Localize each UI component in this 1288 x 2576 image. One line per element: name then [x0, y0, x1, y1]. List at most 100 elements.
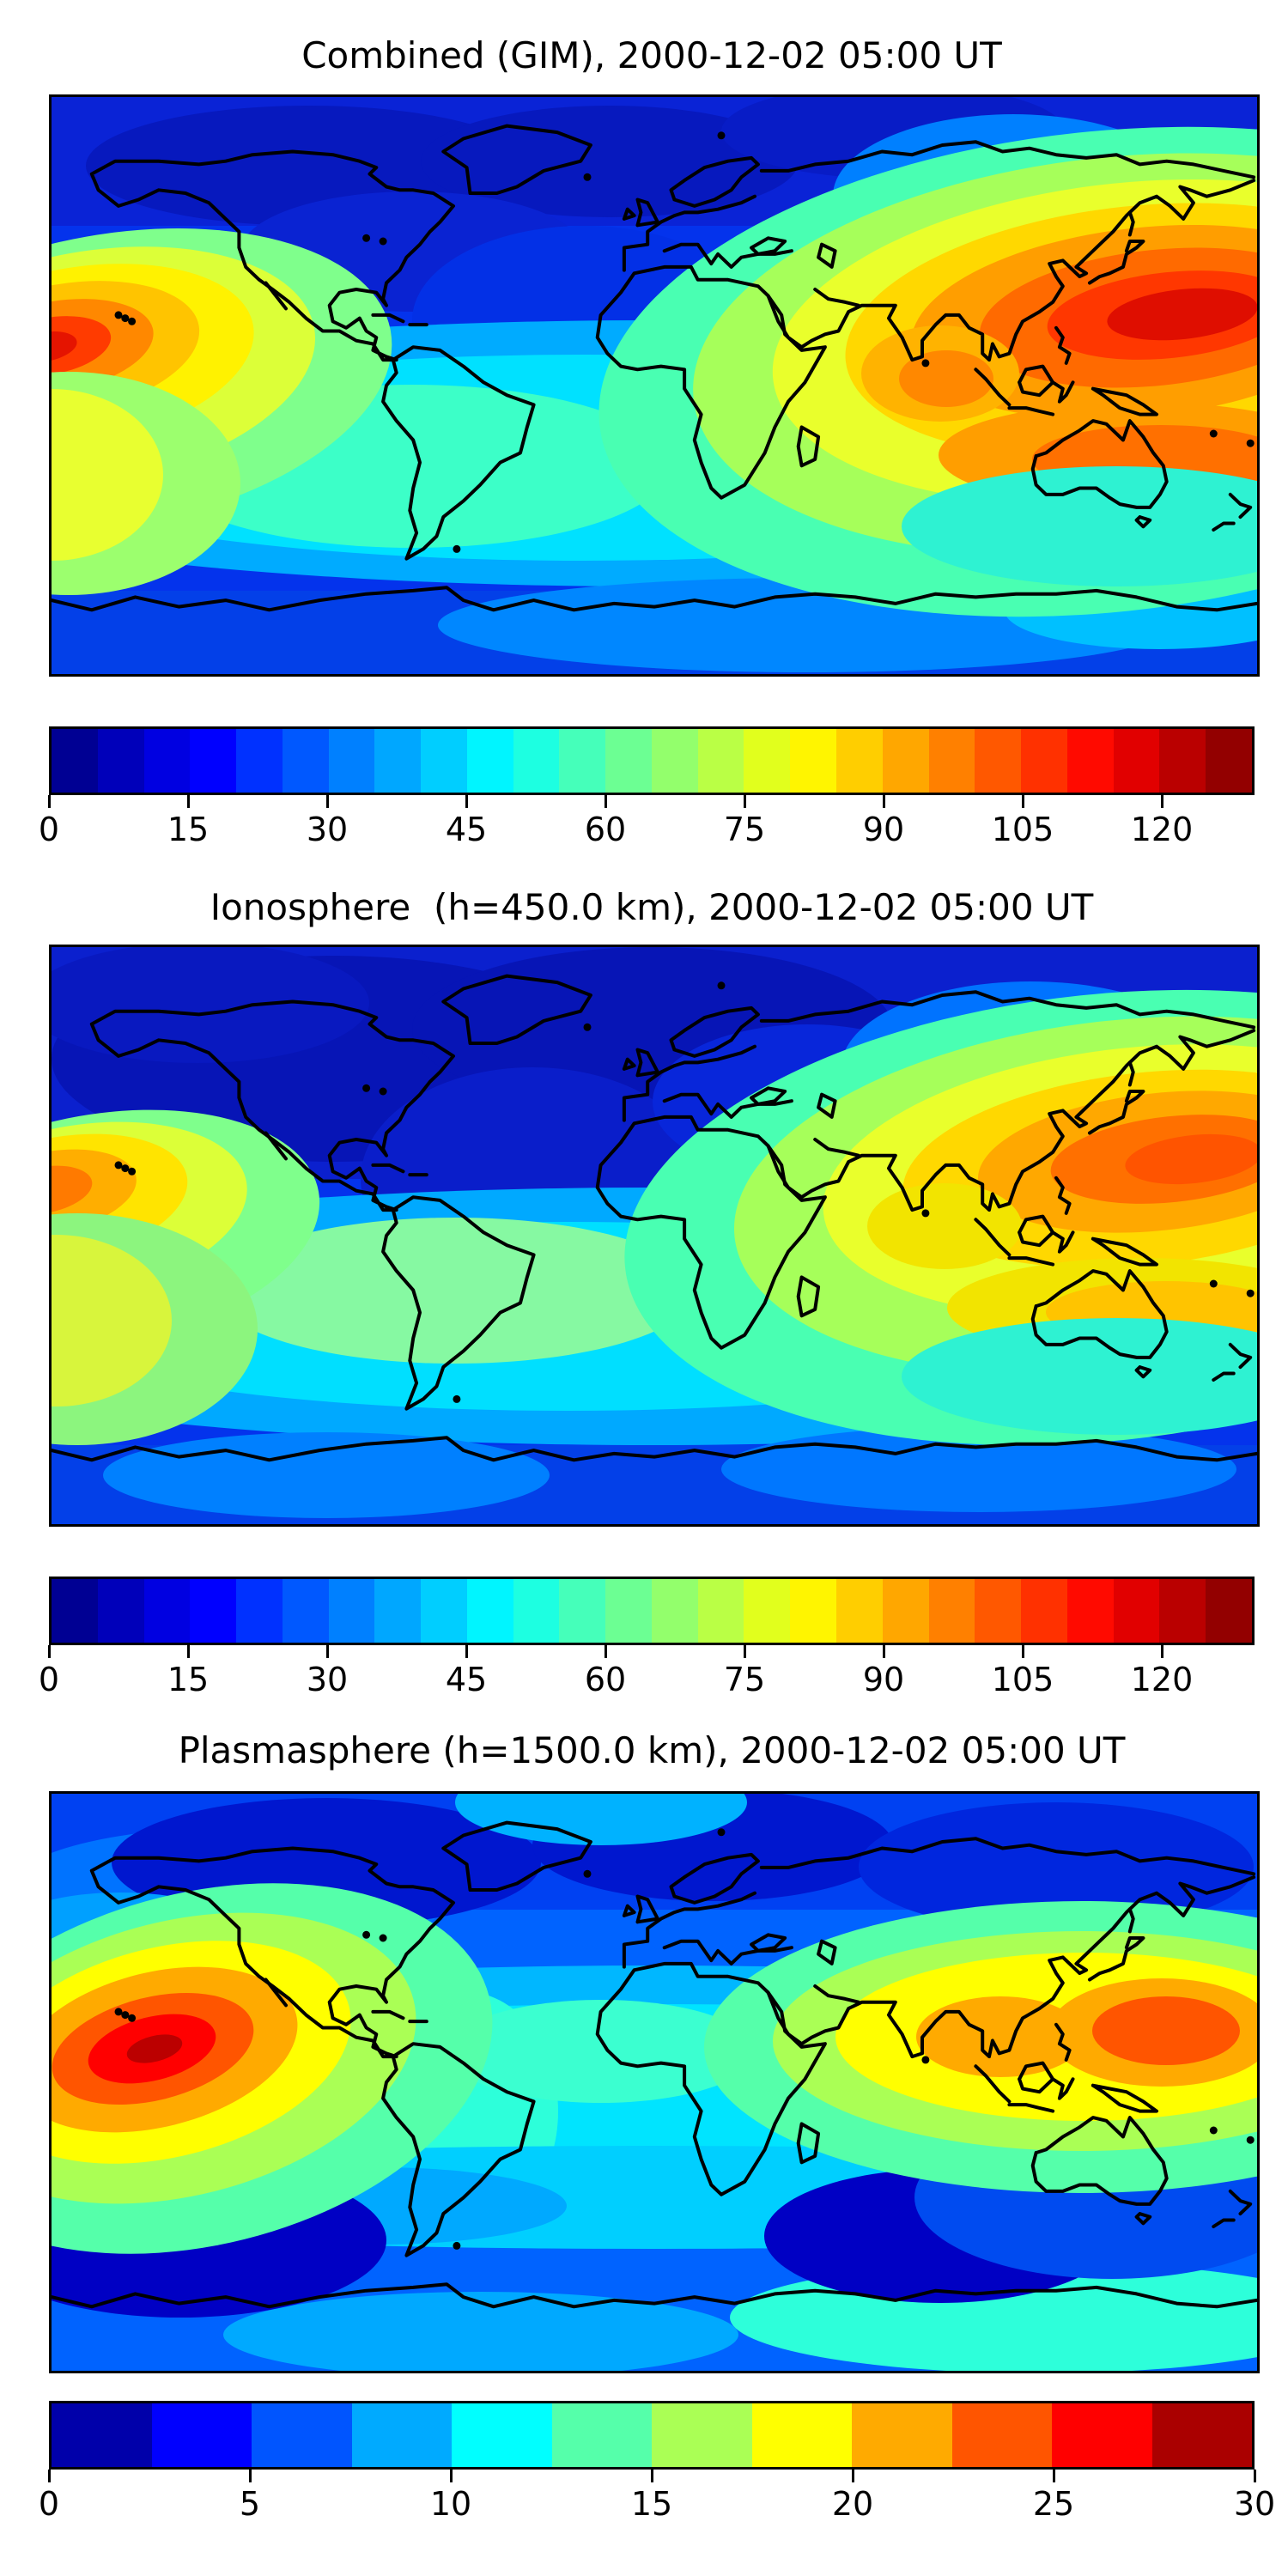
contour-band [421, 106, 799, 217]
island-dot [453, 2241, 461, 2250]
coastline-path [371, 313, 405, 324]
coastline-path [52, 2282, 1257, 2309]
coastline-path [1212, 2218, 1236, 2228]
coastline-path [1228, 2189, 1253, 2216]
contour-band [52, 1235, 172, 1406]
colorbar-segment [751, 2403, 852, 2467]
world-contour-map-combined [52, 97, 1257, 674]
colorbar-segment [252, 2403, 352, 2467]
colorbar-segment [282, 729, 329, 793]
colorbar-tick-label: 105 [991, 1661, 1054, 1698]
colorbar-tick-label: 90 [862, 1661, 905, 1698]
island-dot [128, 317, 137, 325]
coastline-path [1088, 1090, 1145, 1135]
colorbar-tick [1052, 2470, 1055, 2482]
colorbar-segment [421, 729, 467, 793]
coastline-path [1127, 210, 1135, 237]
coastline-path [759, 140, 1256, 179]
world-contour-map-plasmasphere [52, 1794, 1257, 2371]
coastline-path [1030, 1269, 1169, 1359]
colorbar-tick-label: 0 [38, 1661, 60, 1698]
colorbar-segment [1113, 729, 1160, 793]
island-dot [1209, 429, 1218, 438]
coastline-path [750, 236, 787, 256]
coastline-path [1054, 325, 1072, 365]
island-dot [453, 544, 461, 553]
island-dot [717, 131, 726, 140]
coastline-path [796, 425, 821, 468]
island-dot [1246, 1289, 1255, 1297]
colorbar-tick-label: 120 [1130, 1661, 1194, 1698]
colorbar-tick-label: 75 [723, 811, 766, 848]
panel1-map [49, 94, 1260, 677]
coastline-path [813, 1984, 860, 2004]
coastline-path [1030, 419, 1169, 509]
coastline-path [796, 2122, 821, 2165]
coastline-path [595, 264, 827, 500]
colorbar-segment [882, 1579, 929, 1643]
coastline-path [441, 974, 592, 1045]
colorbar-tick-label: 60 [584, 1661, 627, 1698]
colorbar-segment [744, 1579, 791, 1643]
island-dot [114, 311, 123, 319]
coastline-path [1228, 1342, 1253, 1370]
coastline-path [817, 242, 837, 269]
coastline-path [817, 1092, 837, 1119]
colorbar-segment [697, 1579, 744, 1643]
colorbar-segment [328, 1579, 375, 1643]
island-dot [453, 1394, 461, 1403]
colorbar-tick-label: 25 [1032, 2485, 1075, 2523]
colorbar-segment [1151, 2403, 1252, 2467]
island-dot [121, 314, 130, 323]
coastline-path [974, 1218, 1012, 1257]
coastline-path [595, 1115, 827, 1350]
panel2-colorbar [49, 1577, 1255, 1645]
coastline-path [974, 2064, 1012, 2104]
contour-band [455, 1794, 747, 1845]
colorbar-tick [743, 1645, 746, 1658]
colorbar-tick [47, 795, 51, 808]
island-dot [128, 1167, 137, 1176]
island-dot [717, 981, 726, 990]
colorbar-segment [52, 729, 98, 793]
colorbar-segment [97, 729, 144, 793]
colorbar-segment [374, 729, 422, 793]
coastline-path [1127, 1060, 1135, 1087]
island-dot [921, 2056, 930, 2064]
colorbar-segment [143, 729, 191, 793]
colorbar-tick-label: 15 [630, 2485, 673, 2523]
coastline-path [635, 197, 659, 228]
coastline-path [622, 1057, 636, 1071]
colorbar-tick [186, 795, 190, 808]
world-contour-map-ionosphere [52, 947, 1257, 1524]
coastline-path [813, 288, 860, 307]
colorbar-segment [1159, 1579, 1206, 1643]
colorbar-tick-label: 45 [445, 811, 488, 848]
coastline-path [1030, 2116, 1169, 2206]
island-dot [921, 359, 930, 368]
coastline-path [766, 1875, 1256, 2059]
colorbar-tick [1253, 2470, 1256, 2482]
colorbar-tick-label: 0 [38, 811, 60, 848]
colorbar-segment [652, 2403, 752, 2467]
colorbar-tick [449, 2470, 453, 2482]
island-dot [583, 173, 592, 181]
colorbar-segment [551, 2403, 652, 2467]
coastline-path [1091, 386, 1158, 416]
colorbar-segment [1066, 729, 1114, 793]
coastline-path [622, 1904, 636, 1917]
coastline-path [1007, 406, 1055, 416]
coastline-path [759, 990, 1256, 1030]
colorbar-tick [604, 795, 607, 808]
island-dot [114, 2008, 123, 2016]
colorbar-segment [697, 729, 744, 793]
colorbar-segment [790, 729, 837, 793]
colorbar-tick [465, 1645, 468, 1658]
contour-band [1092, 1996, 1240, 2065]
colorbar-tick [650, 2470, 653, 2482]
coastline-path [89, 149, 455, 362]
contour-band [1107, 288, 1257, 341]
colorbar-segment [374, 1579, 422, 1643]
colorbar-segment [143, 1579, 191, 1643]
coastline-path [371, 2009, 405, 2020]
